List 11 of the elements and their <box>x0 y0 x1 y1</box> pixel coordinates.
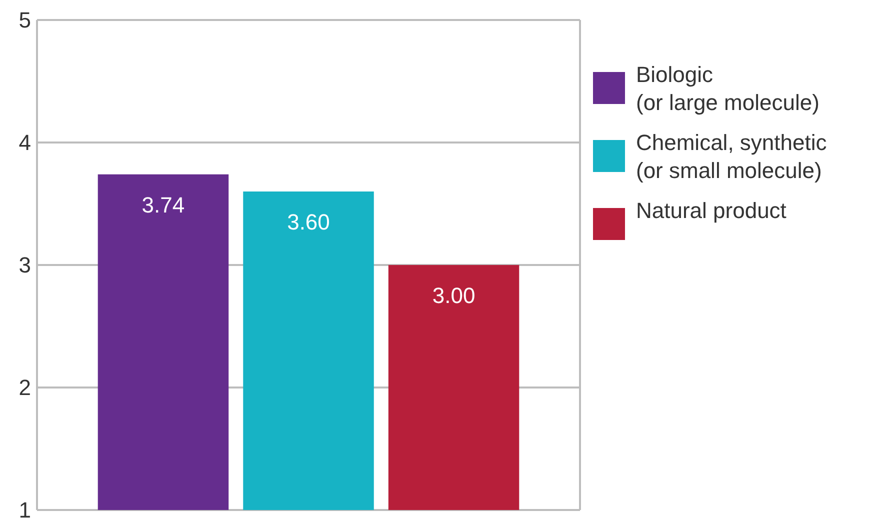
legend-label: Natural product <box>636 198 786 223</box>
legend-label: Biologic (or large molecule) <box>636 62 820 115</box>
y-tick-label: 1 <box>18 498 31 518</box>
legend-label: Chemical, synthetic (or small molecule) <box>636 130 827 183</box>
y-tick-label: 4 <box>18 130 31 156</box>
data-label: 3.74 <box>142 192 185 218</box>
y-tick-label: 3 <box>18 252 31 278</box>
y-tick-label: 2 <box>18 375 31 400</box>
data-label: 3.60 <box>287 210 330 234</box>
data-label: 3.00 <box>432 283 476 308</box>
y-tick-label: 5 <box>18 8 31 33</box>
